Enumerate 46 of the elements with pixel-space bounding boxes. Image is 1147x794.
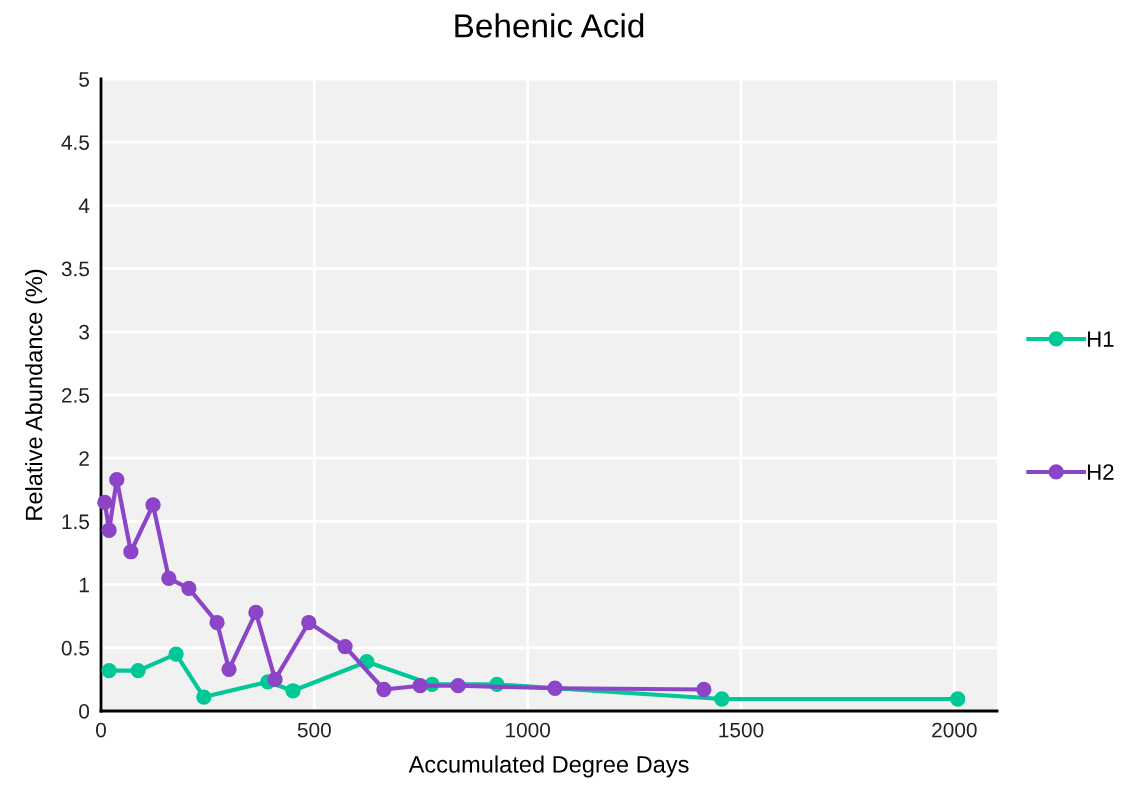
x-tick-label: 500 [297, 722, 331, 738]
y-tick-label: 2.5 [61, 388, 90, 403]
x-tick-label: 0 [96, 722, 106, 738]
point [209, 614, 225, 631]
point [168, 646, 184, 662]
y-axis-title: Relative Abundance (%) [25, 269, 48, 520]
point [130, 662, 146, 679]
point [145, 497, 161, 513]
x-axis-title: Accumulated Degree Days [408, 755, 689, 778]
point [376, 681, 392, 698]
point [714, 691, 730, 707]
point [301, 614, 317, 631]
point [97, 494, 113, 511]
y-tick-label: 2 [79, 451, 89, 466]
point [109, 472, 125, 488]
y-tick-label: 4 [78, 198, 90, 213]
y-tick-label: 0 [79, 704, 90, 719]
y-tick-label: 1 [79, 577, 89, 593]
point [101, 662, 117, 679]
point [285, 683, 301, 699]
point [412, 678, 428, 694]
point [267, 671, 283, 688]
x-tick-label: 2000 [932, 722, 977, 738]
chart-title: Behenic Acid [455, 13, 644, 38]
legend-label: H2 [1087, 464, 1114, 480]
point [248, 604, 264, 621]
point [221, 661, 237, 677]
point [196, 689, 212, 705]
point [123, 544, 139, 560]
point [547, 680, 563, 696]
point [161, 570, 177, 586]
y-tick-label: 3 [79, 324, 89, 340]
point [450, 678, 466, 694]
point [181, 580, 197, 597]
x-tick-label: 1500 [719, 722, 764, 738]
legend-label: H1 [1087, 331, 1114, 347]
point [101, 522, 117, 538]
y-tick-label: 3.5 [61, 261, 90, 277]
y-tick-label: 1.5 [62, 514, 90, 530]
point [950, 691, 966, 707]
x-tick-label: 1000 [506, 722, 551, 738]
point [337, 638, 353, 655]
y-tick-label: 0.5 [61, 640, 90, 656]
point [696, 681, 712, 698]
y-tick-label: 4.5 [61, 135, 90, 150]
y-tick-label: 5 [79, 72, 90, 87]
